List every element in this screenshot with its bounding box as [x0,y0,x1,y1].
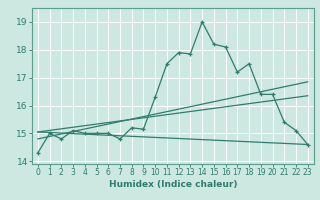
X-axis label: Humidex (Indice chaleur): Humidex (Indice chaleur) [108,180,237,189]
